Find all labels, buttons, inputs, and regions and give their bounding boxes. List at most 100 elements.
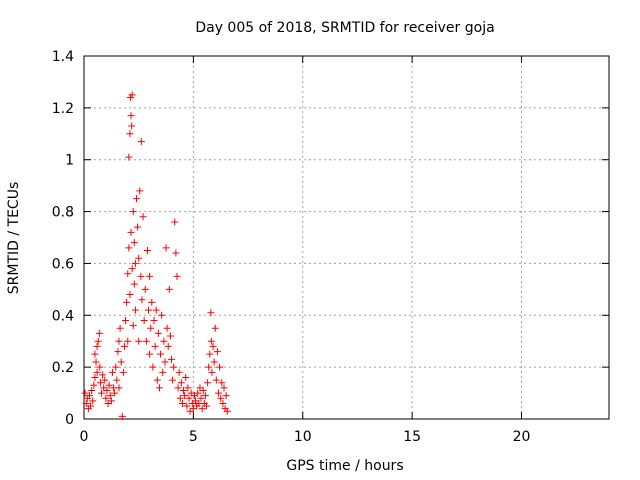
data-point	[118, 412, 126, 420]
data-point	[209, 342, 217, 350]
data-point	[145, 306, 153, 314]
data-point	[216, 363, 224, 371]
data-point	[87, 402, 95, 410]
data-point	[138, 296, 146, 304]
data-point	[201, 392, 209, 400]
data-point	[125, 153, 133, 161]
x-tick-label: 5	[189, 429, 198, 445]
y-tick-label: 1	[65, 153, 74, 169]
data-point	[157, 350, 165, 358]
data-point	[115, 384, 123, 392]
y-tick-label: 0.4	[52, 308, 74, 324]
data-point	[170, 363, 178, 371]
y-tick-label: 0.8	[52, 205, 74, 221]
data-point	[115, 337, 123, 345]
data-point	[117, 358, 125, 366]
data-point	[127, 228, 135, 236]
data-point	[123, 298, 131, 306]
data-point	[153, 376, 161, 384]
data-point	[89, 397, 97, 405]
data-point	[125, 244, 133, 252]
data-point	[207, 309, 215, 317]
data-point	[142, 337, 150, 345]
chart-title: Day 005 of 2018, SRMTID for receiver goj…	[195, 20, 494, 36]
data-point	[113, 376, 121, 384]
data-point	[96, 379, 104, 387]
data-point	[95, 329, 103, 337]
data-point	[124, 337, 132, 345]
data-point	[126, 130, 134, 138]
data-point	[91, 350, 99, 358]
data-point	[152, 306, 160, 314]
data-point	[131, 306, 139, 314]
data-point	[92, 358, 100, 366]
data-point	[107, 397, 115, 405]
data-point	[210, 358, 218, 366]
data-point	[88, 386, 96, 394]
data-point	[185, 394, 193, 402]
data-point	[122, 316, 130, 324]
data-point	[112, 363, 120, 371]
data-point	[124, 270, 132, 278]
data-point	[181, 392, 189, 400]
data-point	[164, 342, 172, 350]
data-point	[168, 355, 175, 363]
data-point	[175, 368, 183, 376]
data-point	[172, 249, 180, 257]
data-point	[103, 386, 111, 394]
data-point	[81, 389, 89, 397]
data-point	[154, 329, 162, 337]
data-point	[139, 213, 147, 221]
data-point	[82, 399, 90, 407]
data-point	[93, 368, 101, 376]
data-point	[85, 392, 93, 400]
data-point	[116, 324, 124, 332]
data-point	[141, 285, 149, 293]
data-point	[101, 376, 109, 384]
data-point	[199, 386, 207, 394]
data-point	[161, 358, 169, 366]
y-tick-label: 1.4	[52, 49, 74, 65]
data-point	[211, 324, 219, 332]
data-point	[102, 394, 110, 402]
data-point	[120, 342, 128, 350]
data-point	[160, 337, 168, 345]
y-tick-label: 0.2	[52, 360, 74, 376]
data-point	[131, 259, 139, 267]
data-point	[134, 223, 142, 231]
data-point	[150, 316, 158, 324]
data-point	[219, 399, 227, 407]
x-tick-label: 20	[513, 429, 531, 445]
data-point	[194, 389, 202, 397]
data-point	[217, 394, 225, 402]
data-point	[208, 368, 216, 376]
data-point	[159, 368, 167, 376]
data-point	[129, 322, 137, 330]
data-point	[147, 324, 155, 332]
data-point	[203, 402, 210, 410]
data-point	[137, 272, 145, 280]
data-point	[129, 208, 137, 216]
y-axis-label: SRMTID / TECUs	[6, 182, 22, 295]
data-points	[81, 91, 231, 420]
data-point	[177, 379, 185, 387]
x-axis-label: GPS time / hours	[286, 458, 403, 474]
data-point	[128, 122, 136, 130]
data-point	[207, 337, 215, 345]
data-point	[182, 374, 190, 382]
data-point	[165, 285, 173, 293]
y-tick-label: 1.2	[52, 101, 74, 117]
data-point	[135, 337, 143, 345]
data-point	[135, 254, 143, 262]
data-point	[106, 392, 114, 400]
data-point	[108, 368, 116, 376]
axis-ticks: 0 0.2 0.4 0.6 0.8 1 1.2 1.4 0 5 10 15 20	[52, 49, 609, 445]
data-point	[93, 342, 101, 350]
data-point	[180, 386, 188, 394]
data-point	[96, 363, 104, 371]
data-point	[94, 337, 102, 345]
data-point	[149, 363, 157, 371]
data-point	[171, 218, 179, 226]
